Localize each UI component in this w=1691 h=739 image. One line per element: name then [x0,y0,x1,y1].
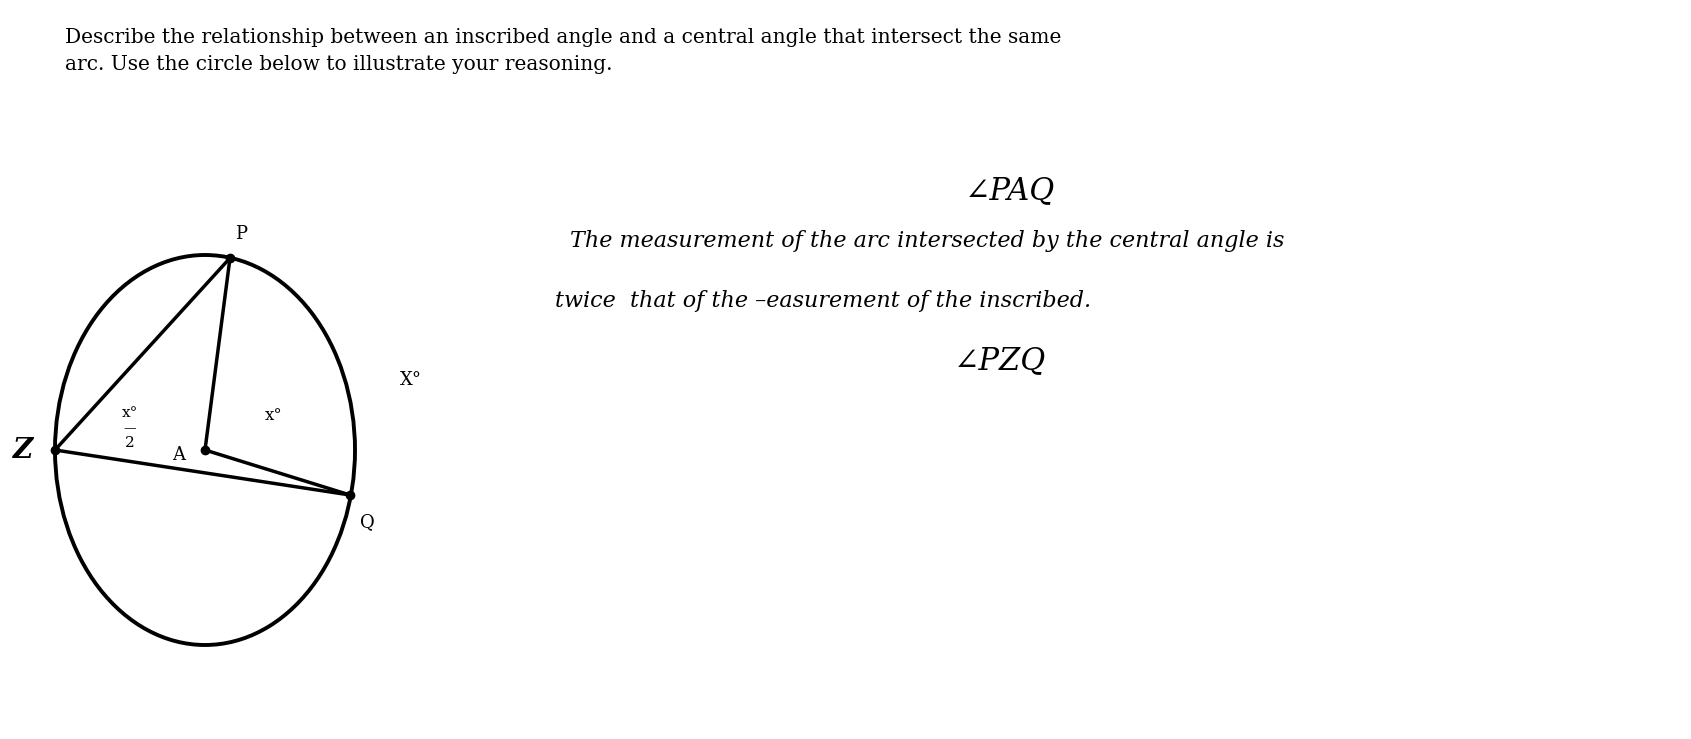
Text: X°: X° [401,371,423,389]
Text: —: — [123,422,137,435]
Text: A: A [172,446,184,464]
Text: ∠PZQ: ∠PZQ [954,345,1047,376]
Text: Q: Q [360,513,375,531]
Text: 2: 2 [125,436,135,450]
Text: ∠PAQ: ∠PAQ [966,175,1055,206]
Text: twice  that of the –easurement of the inscribed.: twice that of the –easurement of the ins… [555,290,1091,312]
Text: Z: Z [14,437,34,463]
Text: x°: x° [122,406,139,420]
Text: P: P [235,225,247,243]
Text: x°: x° [265,406,282,423]
Text: Describe the relationship between an inscribed angle and a central angle that in: Describe the relationship between an ins… [64,28,1062,73]
Text: The measurement of the arc intersected by the central angle is: The measurement of the arc intersected b… [570,230,1285,252]
